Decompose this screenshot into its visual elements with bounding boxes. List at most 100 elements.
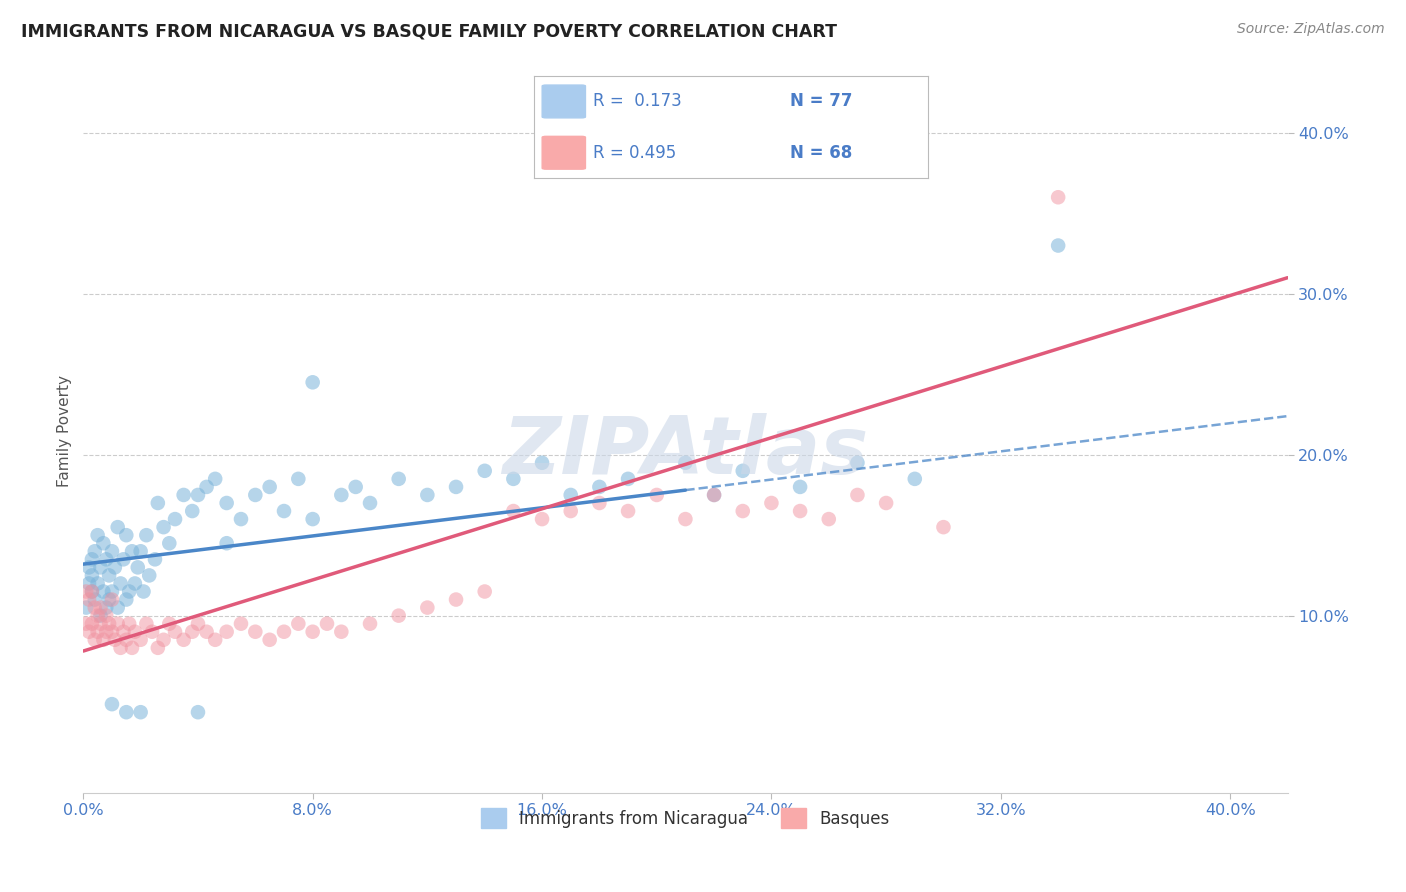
Point <box>875 496 897 510</box>
Point <box>83 632 105 647</box>
Point <box>330 624 353 639</box>
Point <box>444 592 467 607</box>
Point <box>301 624 323 639</box>
Point <box>121 544 143 558</box>
Point <box>195 480 218 494</box>
Point <box>673 512 696 526</box>
Point <box>932 520 955 534</box>
FancyBboxPatch shape <box>543 136 585 169</box>
Point <box>93 632 115 647</box>
Point <box>118 584 141 599</box>
Point <box>86 624 108 639</box>
Point <box>89 616 111 631</box>
Point <box>301 512 323 526</box>
Point <box>846 456 869 470</box>
Point <box>75 584 97 599</box>
Point <box>215 496 238 510</box>
Point <box>287 616 309 631</box>
Point <box>141 624 163 639</box>
Point <box>416 600 439 615</box>
Point <box>135 528 157 542</box>
Point <box>761 496 783 510</box>
Point <box>101 697 124 711</box>
Point <box>80 584 103 599</box>
Point <box>112 624 135 639</box>
Point <box>96 552 118 566</box>
Point <box>129 544 152 558</box>
Point <box>344 480 367 494</box>
Point <box>127 560 149 574</box>
Point <box>187 488 209 502</box>
Text: Source: ZipAtlas.com: Source: ZipAtlas.com <box>1237 22 1385 37</box>
Point <box>817 512 839 526</box>
Text: ZIPAtlas: ZIPAtlas <box>502 413 869 491</box>
Point <box>86 528 108 542</box>
Point <box>617 504 640 518</box>
Text: IMMIGRANTS FROM NICARAGUA VS BASQUE FAMILY POVERTY CORRELATION CHART: IMMIGRANTS FROM NICARAGUA VS BASQUE FAMI… <box>21 22 837 40</box>
Point <box>173 488 195 502</box>
Point <box>143 552 166 566</box>
Point <box>645 488 668 502</box>
Point <box>215 624 238 639</box>
Point <box>204 472 226 486</box>
Point <box>316 616 339 631</box>
Point <box>146 640 169 655</box>
Text: N = 68: N = 68 <box>790 144 852 161</box>
Point <box>195 624 218 639</box>
Legend: Immigrants from Nicaragua, Basques: Immigrants from Nicaragua, Basques <box>474 801 897 835</box>
Text: R = 0.495: R = 0.495 <box>593 144 676 161</box>
Point <box>444 480 467 494</box>
Point <box>245 488 267 502</box>
Point <box>107 600 129 615</box>
Point <box>93 584 115 599</box>
Y-axis label: Family Poverty: Family Poverty <box>58 375 72 487</box>
Point <box>112 552 135 566</box>
Point <box>124 576 146 591</box>
Point <box>588 496 610 510</box>
Point <box>96 600 118 615</box>
Point <box>259 632 281 647</box>
Point <box>86 608 108 623</box>
Point <box>118 616 141 631</box>
Point <box>731 464 754 478</box>
Point <box>98 592 121 607</box>
Point <box>789 480 811 494</box>
Point <box>157 536 180 550</box>
Point <box>77 592 100 607</box>
Point <box>83 592 105 607</box>
Point <box>588 480 610 494</box>
Point <box>146 496 169 510</box>
Point <box>107 616 129 631</box>
Point <box>259 480 281 494</box>
Point <box>89 560 111 574</box>
Point <box>204 632 226 647</box>
Point <box>1047 190 1070 204</box>
Point <box>138 568 160 582</box>
Point <box>86 576 108 591</box>
Point <box>77 560 100 574</box>
Point <box>388 472 411 486</box>
Point <box>124 624 146 639</box>
Point <box>1047 238 1070 252</box>
Point <box>531 512 554 526</box>
Point <box>181 624 204 639</box>
Point <box>75 600 97 615</box>
Point <box>560 504 582 518</box>
Point <box>107 520 129 534</box>
Point <box>157 616 180 631</box>
Point <box>80 568 103 582</box>
Point <box>104 632 127 647</box>
Point <box>101 544 124 558</box>
Point <box>181 504 204 518</box>
Point <box>135 616 157 631</box>
Point <box>416 488 439 502</box>
Point <box>273 504 295 518</box>
Point <box>187 616 209 631</box>
Point <box>502 472 524 486</box>
Point <box>89 608 111 623</box>
Point <box>104 560 127 574</box>
Point <box>245 624 267 639</box>
Point <box>129 705 152 719</box>
Point <box>132 584 155 599</box>
Point <box>96 624 118 639</box>
